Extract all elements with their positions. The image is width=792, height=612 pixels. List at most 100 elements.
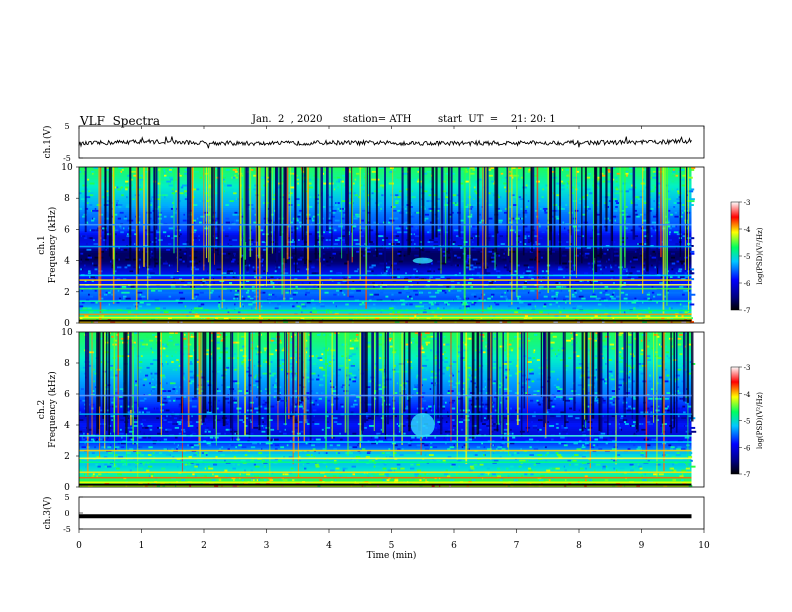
psd-speck [400, 341, 402, 344]
psd-speck [441, 372, 445, 375]
psd-speck [422, 311, 427, 314]
psd-speck [637, 363, 642, 365]
psd-speck [378, 246, 383, 249]
psd-speck [163, 307, 166, 310]
sferic-streak [279, 167, 282, 236]
psd-speck [329, 278, 332, 281]
psd-speck [580, 280, 584, 283]
psd-speck [473, 262, 475, 265]
psd-speck [500, 295, 503, 298]
psd-speck [150, 250, 153, 253]
psd-speck [433, 241, 438, 244]
psd-speck [691, 293, 696, 296]
psd-speck [490, 167, 495, 169]
psd-speck [176, 359, 179, 362]
psd-speck [123, 295, 127, 298]
psd-speck [503, 182, 508, 185]
psd-speck [471, 246, 475, 249]
psd-speck [440, 397, 445, 400]
psd-speck [629, 172, 633, 175]
psd-speck [615, 176, 618, 179]
psd-speck [443, 388, 445, 391]
psd-speck [588, 392, 590, 394]
psd-speck [359, 303, 363, 306]
psd-speck [367, 270, 372, 273]
psd-speck [605, 363, 607, 365]
psd-speck [419, 301, 423, 304]
psd-speck [370, 295, 374, 298]
psd-speck [435, 303, 440, 306]
psd-speck [184, 305, 187, 308]
psd-speck [328, 182, 334, 185]
psd-speck [406, 380, 409, 383]
psd-speck [434, 337, 439, 340]
sferic-streak [246, 167, 249, 272]
psd-speck [358, 368, 360, 371]
psd-speck [354, 174, 358, 177]
psd-speck [604, 285, 609, 288]
psd-speck [397, 196, 401, 199]
psd-speck [121, 227, 124, 230]
psd-speck [504, 392, 509, 394]
psd-speck [658, 239, 662, 242]
psd-speck [111, 264, 114, 267]
psd-speck [565, 399, 571, 402]
psd-speck [136, 297, 142, 300]
sferic-streak [522, 167, 525, 256]
psd-speck [388, 337, 393, 340]
psd-speck [230, 264, 234, 267]
psd-speck [571, 186, 576, 189]
psd-speck [353, 192, 356, 195]
psd-speck [415, 293, 419, 296]
psd-speck [194, 243, 197, 245]
psd-speck [385, 266, 390, 269]
psd-speck [413, 388, 417, 391]
psd-speck [232, 399, 238, 402]
ylabel-frequency-ch1-spectrogram: Frequency (kHz) [47, 207, 58, 284]
psd-speck [467, 297, 470, 300]
psd-speck [577, 225, 583, 228]
psd-speck [669, 227, 672, 230]
psd-speck [369, 380, 372, 383]
psd-speck [631, 184, 633, 187]
psd-speck [278, 332, 283, 334]
psd-speck [221, 176, 226, 179]
psd-speck [517, 167, 522, 169]
psd-speck [150, 343, 152, 346]
psd-speck [312, 307, 316, 310]
psd-speck [676, 392, 681, 394]
psd-speck [404, 285, 409, 288]
psd-speck [634, 250, 637, 253]
sferic-streak [147, 167, 151, 266]
psd-speck [392, 280, 397, 283]
psd-speck [91, 321, 93, 323]
psd-speck [356, 250, 360, 253]
psd-speck [523, 243, 527, 245]
psd-speck [675, 301, 680, 304]
psd-speck [460, 170, 466, 173]
psd-speck [212, 278, 215, 281]
psd-speck [447, 256, 451, 259]
psd-speck [401, 347, 405, 350]
psd-speck [607, 168, 611, 171]
psd-speck [634, 167, 637, 169]
psd-speck [326, 170, 331, 173]
psd-speck [323, 333, 325, 336]
psd-speck [615, 200, 618, 203]
psd-speck [90, 364, 96, 367]
psd-speck [335, 272, 341, 275]
psd-speck [352, 380, 357, 383]
psd-speck [196, 221, 199, 224]
psd-speck [82, 215, 86, 218]
psd-speck [555, 291, 559, 294]
psd-speck [92, 262, 94, 265]
psd-speck [144, 260, 146, 263]
psd-speck [89, 182, 95, 185]
psd-speck [333, 188, 336, 191]
psd-speck [88, 190, 90, 193]
psd-speck [223, 347, 229, 350]
psd-speck [657, 192, 661, 195]
psd-speck [379, 357, 382, 360]
psd-speck [179, 233, 182, 236]
psd-speck [675, 246, 678, 249]
